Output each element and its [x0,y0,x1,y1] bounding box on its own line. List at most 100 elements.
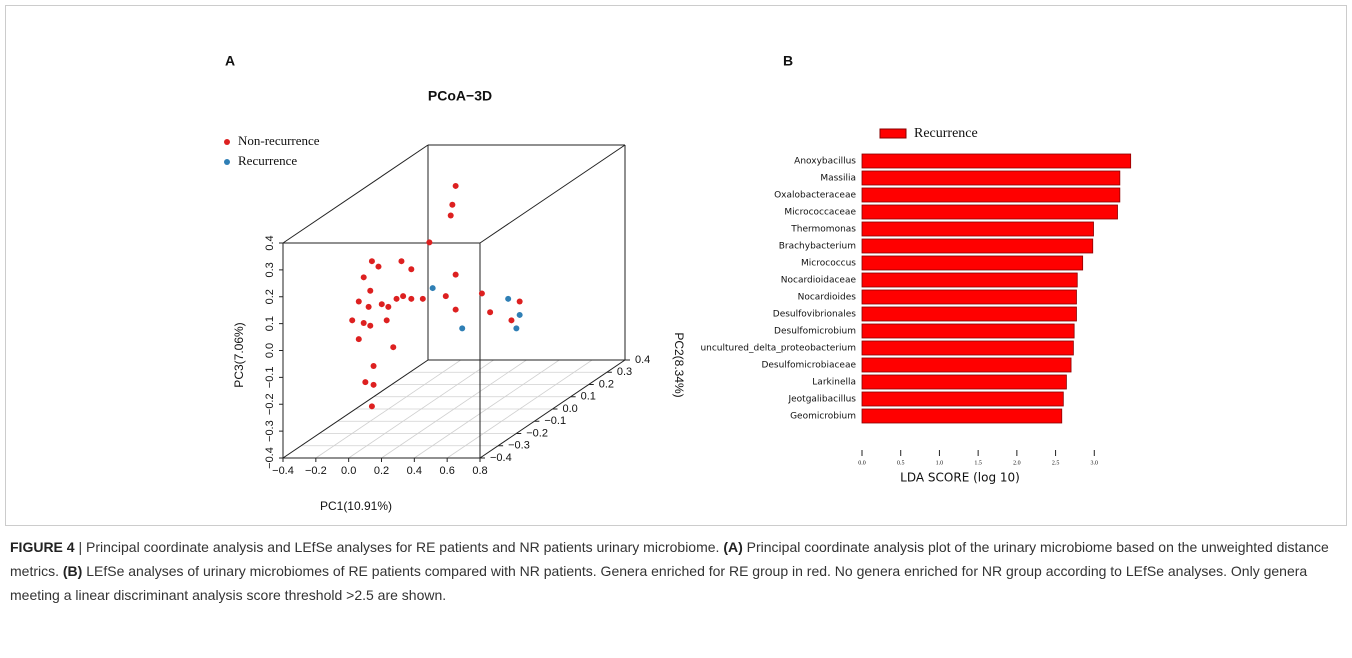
bar [861,255,1084,271]
y-tick-label: Anoxybacillus [794,157,856,167]
y-tick-label: −0.4 [490,452,512,464]
data-point [367,287,374,294]
data-point [452,182,459,189]
legend-marker [224,159,230,165]
figure-frame [5,5,1347,526]
caption-label: (A) [723,539,743,555]
axis-box-edge [282,359,429,459]
bar [861,408,1063,424]
data-point [516,311,523,318]
data-point [516,298,523,305]
panel-label: B [783,53,793,69]
data-point [505,295,512,302]
y-tick-label: 0.0 [563,403,578,415]
x-tick-label: 0.5 [897,460,905,466]
data-point [362,379,369,386]
data-point [478,290,485,297]
data-point [393,295,400,302]
caption-label: (B) [62,563,83,579]
z-tick-label: 0.2 [264,289,276,304]
y-tick-label: −0.2 [526,427,548,439]
data-point [355,336,362,343]
x-axis-label: PC1(10.91%) [320,499,392,513]
data-point [385,303,392,310]
data-point [426,239,433,246]
legend-label: Non-recurrence [238,133,320,148]
z-tick-label: −0.4 [264,447,276,469]
y-tick-label: 0.1 [581,391,596,403]
caption-label: FIGURE 4 [10,539,75,555]
data-point [408,295,415,302]
data-point [370,381,377,388]
data-point [459,325,466,332]
y-tick-label: Desulfovibrionales [773,310,857,320]
data-point [360,274,367,281]
z-tick-label: −0.3 [264,420,276,442]
bar [861,289,1077,305]
data-point [367,322,374,329]
data-point [508,317,515,324]
panel-label: A [225,53,235,69]
bar [861,340,1074,356]
x-tick-label: −0.4 [272,465,294,477]
data-point [447,212,454,219]
y-tick-label: 0.2 [599,378,614,390]
bar [861,391,1064,407]
z-tick-label: −0.1 [264,367,276,389]
data-point [442,293,449,300]
y-tick-label: Thermomonas [790,225,856,235]
data-point [452,271,459,278]
data-point [400,293,407,300]
bar [861,187,1121,203]
caption-text: Principal coordinate analysis plot of th… [10,539,1329,579]
data-point [449,201,456,208]
z-tick-label: 0.3 [264,262,276,277]
bar [861,204,1118,220]
data-point [383,317,390,324]
x-tick-label: 0.4 [407,465,422,477]
x-tick-label: 1.0 [936,460,944,466]
x-tick-label: 3.0 [1091,460,1099,466]
figure: A PCoA−3D B −0.4 −0.2 0.0 0.2 0.4 0.6 0.8−0.4−… [5,5,1347,526]
data-point [368,258,375,265]
data-point [378,301,385,308]
data-point [349,317,356,324]
data-point [355,298,362,305]
y-tick-label: Brachybacterium [779,242,856,252]
bar [861,306,1077,322]
y-tick-label: Desulfomicrobium [774,327,856,337]
z-tick-label: 0.4 [264,235,276,250]
chart-title: PCoA−3D [428,88,492,104]
legend-label: Recurrence [914,126,978,141]
x-tick-label: −0.2 [305,465,327,477]
y-tick-label: Geomicrobium [790,412,856,422]
legend-label: Recurrence [238,153,297,168]
y-tick-label: −0.1 [544,415,566,427]
data-point [365,303,372,310]
bar [861,272,1078,288]
x-tick-label: 2.0 [1013,460,1021,466]
y-tick-label: Nocardioides [798,293,857,303]
data-point [429,285,436,292]
y-tick-label: uncultured_delta_proteobacterium [700,344,856,354]
y-axis-label: PC2(8.34%) [672,332,686,397]
x-tick-label: 0.6 [440,465,455,477]
y-tick-label: Oxalobacteraceae [774,191,856,201]
bar [861,374,1067,390]
x-tick-label: 0.0 [858,460,866,466]
y-tick-label: Massilia [820,174,856,184]
y-tick-label: Jeotgalibacillus [787,395,856,405]
axis-box-edge [479,144,626,244]
caption: FIGURE 4 | Principal coordinate analysis… [10,535,1340,607]
caption-text: | Principal coordinate analysis and LEfS… [74,539,724,555]
data-point [487,309,494,316]
y-tick-label: Desulfomicrobiaceae [761,361,856,371]
z-axis-label: PC3(7.06%) [232,322,246,387]
data-point [368,403,375,410]
data-point [513,325,520,332]
x-axis-label: LDA SCORE (log 10) [900,471,1020,485]
bar [861,170,1121,186]
data-point [370,363,377,369]
bar [861,238,1094,254]
